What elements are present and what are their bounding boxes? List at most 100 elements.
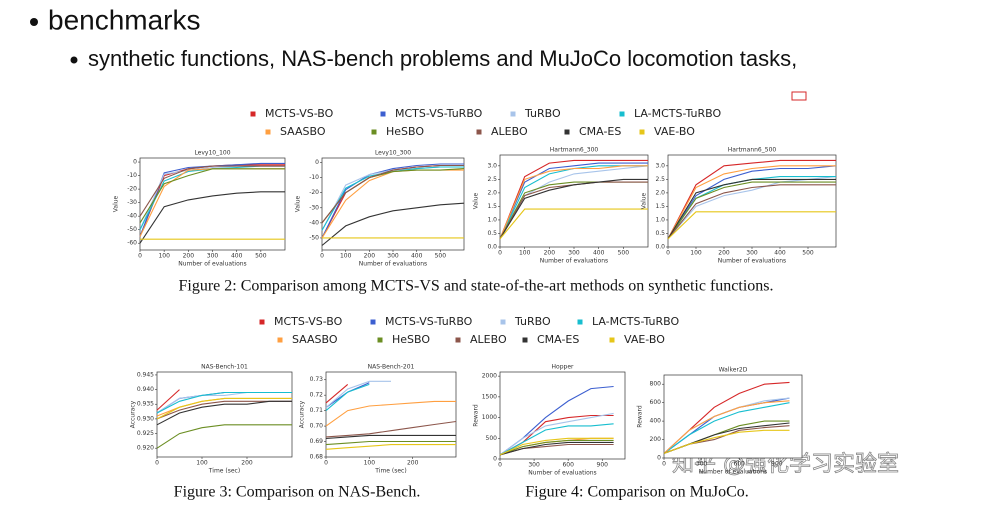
legend-label: MCTS-VS-TuRBO [395,107,483,120]
legend-swatch [577,319,583,325]
series-line [667,159,836,240]
y-tick-label: 2000 [482,373,497,380]
legend-label: MCTS-VS-BO [265,107,334,120]
y-axis-label: Reward [473,404,480,427]
x-tick-label: 0 [155,460,159,467]
legend-label: SAASBO [280,125,326,138]
legend-swatch [619,111,625,117]
y-tick-label: 2.0 [487,189,497,196]
legend-label: LA-MCTS-TuRBO [592,315,679,328]
legend-label: TuRBO [524,107,561,120]
plot-frame [156,371,293,458]
series-line [325,380,391,408]
y-tick-label: 1.5 [655,203,665,210]
y-tick-label: 0.920 [137,445,154,452]
legend-swatch [510,111,516,117]
legend-label: SAASBO [292,333,338,346]
series-line [325,434,456,440]
y-tick-label: 0.70 [310,423,324,430]
x-tick-label: 900 [597,462,609,469]
series-line [499,412,614,456]
legend-swatch [639,129,645,135]
legend-swatch [476,129,482,135]
series-line [325,383,349,404]
x-tick-label: 100 [340,253,352,260]
x-axis-label: Number of evaluations [718,258,786,265]
y-tick-label: 0.930 [137,415,154,422]
x-axis-label: Number of evaluations [540,258,608,265]
x-tick-label: 200 [718,250,730,257]
y-tick-label: 0.68 [310,454,324,461]
legend-label: TuRBO [514,315,551,328]
panel-title: Hartmann6_300 [550,147,599,154]
y-tick-label: -40 [309,219,319,226]
y-tick-label: 2.0 [655,189,665,196]
y-tick-label: 0.945 [137,371,154,378]
x-tick-label: 0 [324,460,328,467]
y-tick-label: -60 [127,240,137,247]
y-axis-label: Reward [637,405,644,428]
legend-swatch [380,111,386,117]
figure-caption: Figure 4: Comparison on MuJoCo. [525,484,749,501]
y-tick-label: -50 [309,234,319,241]
y-tick-label: -50 [127,226,137,233]
series-line [325,440,456,446]
x-tick-label: 0 [498,462,502,469]
series-line [499,441,614,456]
x-tick-label: 200 [183,253,195,260]
x-tick-label: 300 [528,462,540,469]
series-line [663,429,790,454]
plot-frame [499,154,649,248]
crop-mark [791,91,807,101]
y-tick-label: 0.935 [137,401,154,408]
y-tick-label: 0.72 [310,392,324,399]
y-tick-label: -30 [127,199,137,206]
series-line [667,184,836,240]
bullet-dot [70,56,78,64]
y-tick-label: 400 [650,418,662,425]
legend-label: ALEBO [491,125,528,138]
y-tick-label: -20 [127,186,137,193]
legend-swatch [500,319,506,325]
y-tick-label: -10 [127,172,137,179]
legend-swatch [265,129,271,135]
plot-frame [667,154,837,248]
y-tick-label: 200 [650,436,662,443]
y-tick-label: -10 [309,174,319,181]
y-tick-label: 0.69 [310,438,324,445]
x-tick-label: 300 [746,250,758,257]
panel-title: NAS-Bench-201 [368,364,415,371]
legend-swatch [564,129,570,135]
y-tick-label: 0 [133,159,137,166]
series-line [499,178,648,240]
legend-label: VAE-BO [624,333,665,346]
series-line [663,400,790,454]
legend-swatch [277,337,283,343]
legend-label: HeSBO [386,125,424,138]
y-tick-label: 0 [493,456,497,463]
legend-swatch [371,129,377,135]
series-line [325,383,370,412]
series-line [156,389,180,411]
x-tick-label: 500 [618,250,630,257]
legend-label: CMA-ES [537,333,579,346]
series-line [499,165,648,240]
x-tick-label: 200 [407,460,419,467]
bullet-dot [30,18,38,26]
y-tick-label: -20 [309,189,319,196]
y-axis-label: Value [113,195,120,212]
series-line [499,208,648,240]
series-line [663,402,790,454]
panel-title: Hartmann6_500 [728,147,777,154]
x-tick-label: 400 [774,250,786,257]
panel-title: NAS-Bench-101 [201,364,248,371]
series-line [156,391,292,414]
y-tick-label: 0.5 [487,230,497,237]
series-line [667,165,837,240]
plot-frame [139,157,286,251]
y-tick-label: -30 [309,204,319,211]
legend-label: VAE-BO [654,125,695,138]
x-tick-label: 200 [241,460,253,467]
series-line [156,424,292,449]
x-tick-label: 0 [320,253,324,260]
